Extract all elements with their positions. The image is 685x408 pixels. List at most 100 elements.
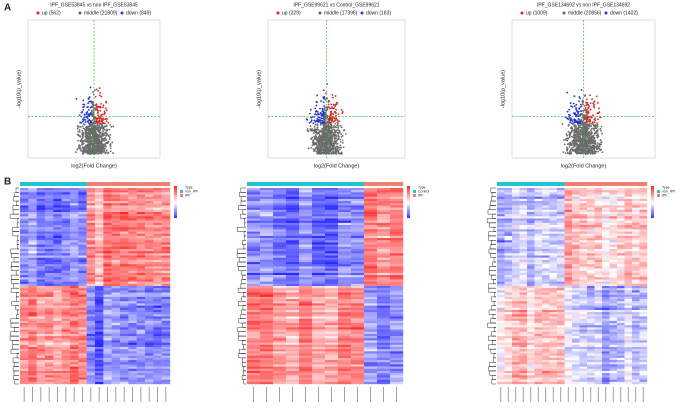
cell xyxy=(36,370,46,374)
cell xyxy=(53,325,62,328)
point xyxy=(577,133,580,136)
cell xyxy=(153,259,162,263)
cell xyxy=(312,216,326,219)
cell xyxy=(20,344,29,348)
cell xyxy=(260,270,274,274)
cell xyxy=(136,272,146,276)
cell xyxy=(338,235,352,239)
cell xyxy=(136,349,146,352)
point xyxy=(107,121,110,124)
point xyxy=(101,132,103,134)
cell xyxy=(78,299,87,302)
cell xyxy=(103,340,112,343)
cell xyxy=(136,379,146,383)
cell xyxy=(111,299,121,302)
cell xyxy=(53,188,62,191)
cell xyxy=(103,368,112,372)
cell xyxy=(70,209,79,213)
cell xyxy=(351,218,365,221)
point xyxy=(105,100,107,103)
cell xyxy=(145,235,154,239)
cell xyxy=(338,262,352,265)
point xyxy=(92,148,95,151)
point xyxy=(99,131,102,134)
cell xyxy=(128,346,137,350)
point xyxy=(588,132,591,135)
point xyxy=(93,133,96,136)
cell xyxy=(45,229,54,232)
cell xyxy=(390,240,404,243)
cell xyxy=(136,253,146,256)
point xyxy=(319,122,322,124)
point xyxy=(335,137,338,140)
cell xyxy=(20,318,29,322)
cell xyxy=(145,264,154,267)
point xyxy=(109,143,112,145)
cell xyxy=(95,336,104,339)
cell xyxy=(299,209,313,213)
cell xyxy=(28,351,37,354)
cell xyxy=(45,299,54,302)
cell xyxy=(61,314,71,317)
point xyxy=(319,139,322,142)
cell xyxy=(20,353,29,356)
point xyxy=(593,152,596,155)
point xyxy=(593,100,596,103)
cell xyxy=(136,233,146,237)
cell xyxy=(103,266,112,269)
point xyxy=(94,135,97,138)
cell xyxy=(111,362,121,365)
point xyxy=(97,89,100,92)
point xyxy=(104,112,107,114)
point xyxy=(343,129,346,131)
cell xyxy=(153,364,162,367)
cell xyxy=(299,270,313,274)
cell xyxy=(145,290,154,293)
cell xyxy=(161,327,171,330)
cell xyxy=(312,270,326,274)
cell xyxy=(70,192,79,195)
cell xyxy=(61,188,71,191)
cell xyxy=(120,253,129,256)
cell xyxy=(351,248,365,252)
cell xyxy=(338,233,352,237)
cell xyxy=(325,220,339,224)
cell xyxy=(111,307,121,311)
cell xyxy=(145,220,154,224)
cell xyxy=(390,222,404,226)
cell xyxy=(36,373,46,376)
point xyxy=(326,149,329,152)
cell xyxy=(128,338,137,341)
cell xyxy=(128,373,137,376)
point xyxy=(573,131,576,134)
cell xyxy=(128,349,137,352)
cell xyxy=(377,188,391,191)
point xyxy=(96,135,98,137)
point xyxy=(311,136,314,139)
cell xyxy=(53,320,62,324)
cell xyxy=(338,207,352,210)
cell xyxy=(128,370,137,374)
cell xyxy=(103,320,112,324)
cell xyxy=(103,344,112,348)
cell xyxy=(53,294,62,298)
point xyxy=(109,150,112,153)
cell xyxy=(78,270,87,274)
cell xyxy=(28,357,37,361)
point xyxy=(100,120,103,123)
cell xyxy=(111,340,121,343)
point xyxy=(317,112,320,115)
cell xyxy=(45,314,54,317)
cell xyxy=(364,251,378,254)
cell xyxy=(390,244,404,247)
cell xyxy=(95,214,104,217)
point xyxy=(596,142,599,144)
cell xyxy=(111,268,121,271)
cell xyxy=(78,194,87,197)
cell xyxy=(136,342,146,345)
cell xyxy=(153,262,162,265)
point xyxy=(315,101,318,103)
point xyxy=(80,138,83,140)
cell xyxy=(161,266,171,269)
cell xyxy=(247,235,261,239)
